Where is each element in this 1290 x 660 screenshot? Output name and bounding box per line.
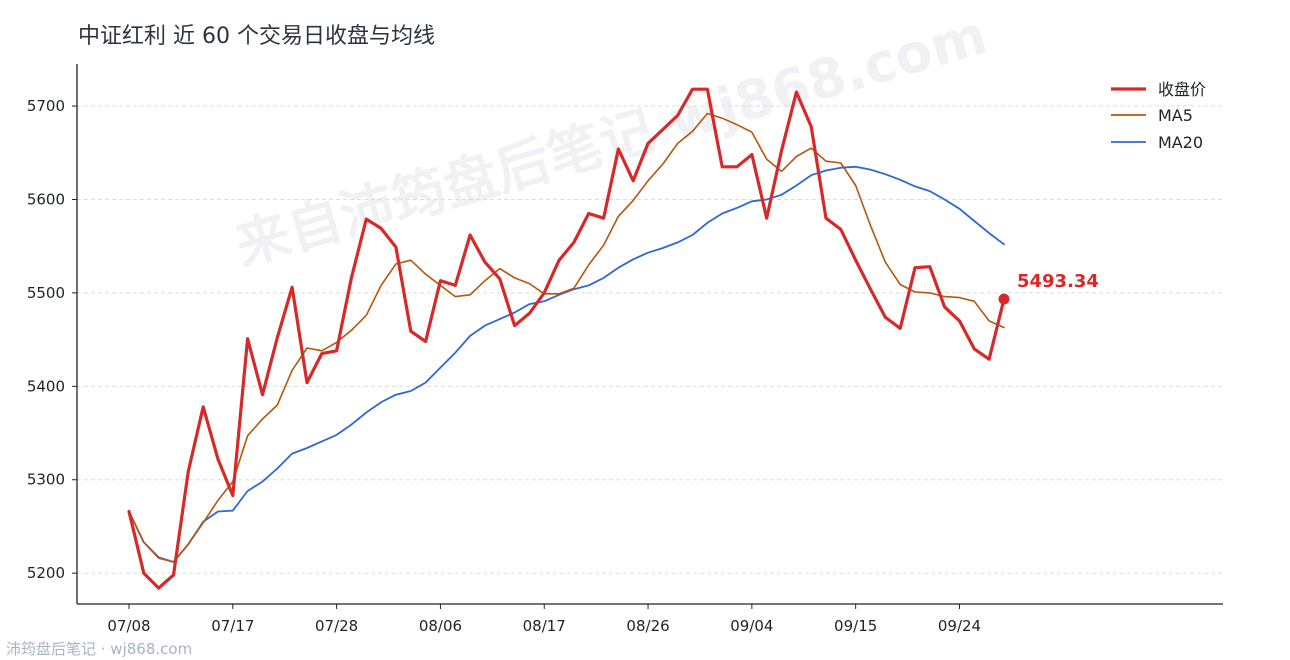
x-tick-label: 09/15 xyxy=(834,617,877,635)
y-tick-label: 5700 xyxy=(27,97,65,115)
y-tick-label: 5400 xyxy=(27,377,65,395)
y-tick-label: 5500 xyxy=(27,284,65,302)
y-tick-label: 5600 xyxy=(27,190,65,208)
last-close-label: 5493.34 xyxy=(1017,271,1099,292)
chart-title: 中证红利 近 60 个交易日收盘与均线 xyxy=(78,24,435,49)
legend-label: MA20 xyxy=(1158,133,1203,152)
x-tick-label: 09/04 xyxy=(730,617,773,635)
x-tick-label: 08/06 xyxy=(419,617,462,635)
axes xyxy=(76,64,1223,605)
series-lines xyxy=(127,87,1006,590)
close-price-line xyxy=(127,87,1006,590)
legend-label: 收盘价 xyxy=(1158,80,1206,99)
y-tick-label: 5300 xyxy=(27,471,65,489)
grid-lines xyxy=(77,105,1223,574)
y-axis-ticks: 5200 5300 5400 5500 5600 5700 xyxy=(27,97,77,582)
footer-credit: 沛筠盘后笔记 · wj868.com xyxy=(6,640,193,658)
x-tick-label: 09/24 xyxy=(938,617,981,635)
legend-label: MA5 xyxy=(1158,106,1193,125)
x-tick-label: 08/17 xyxy=(523,617,566,635)
ma20-line xyxy=(128,165,1005,563)
last-close-marker xyxy=(998,293,1010,305)
x-tick-label: 07/17 xyxy=(211,617,254,635)
ma5-line xyxy=(128,112,1005,563)
x-axis-ticks: 07/08 07/17 07/28 08/06 08/17 08/26 09/04 09/15… xyxy=(107,604,981,635)
x-tick-label: 07/28 xyxy=(315,617,358,635)
y-tick-label: 5200 xyxy=(27,564,65,582)
legend: 收盘价 MA5 MA20 xyxy=(1111,80,1206,152)
annotations: 5493.34 xyxy=(998,271,1099,305)
x-tick-label: 07/08 xyxy=(107,617,150,635)
x-tick-label: 08/26 xyxy=(626,617,669,635)
